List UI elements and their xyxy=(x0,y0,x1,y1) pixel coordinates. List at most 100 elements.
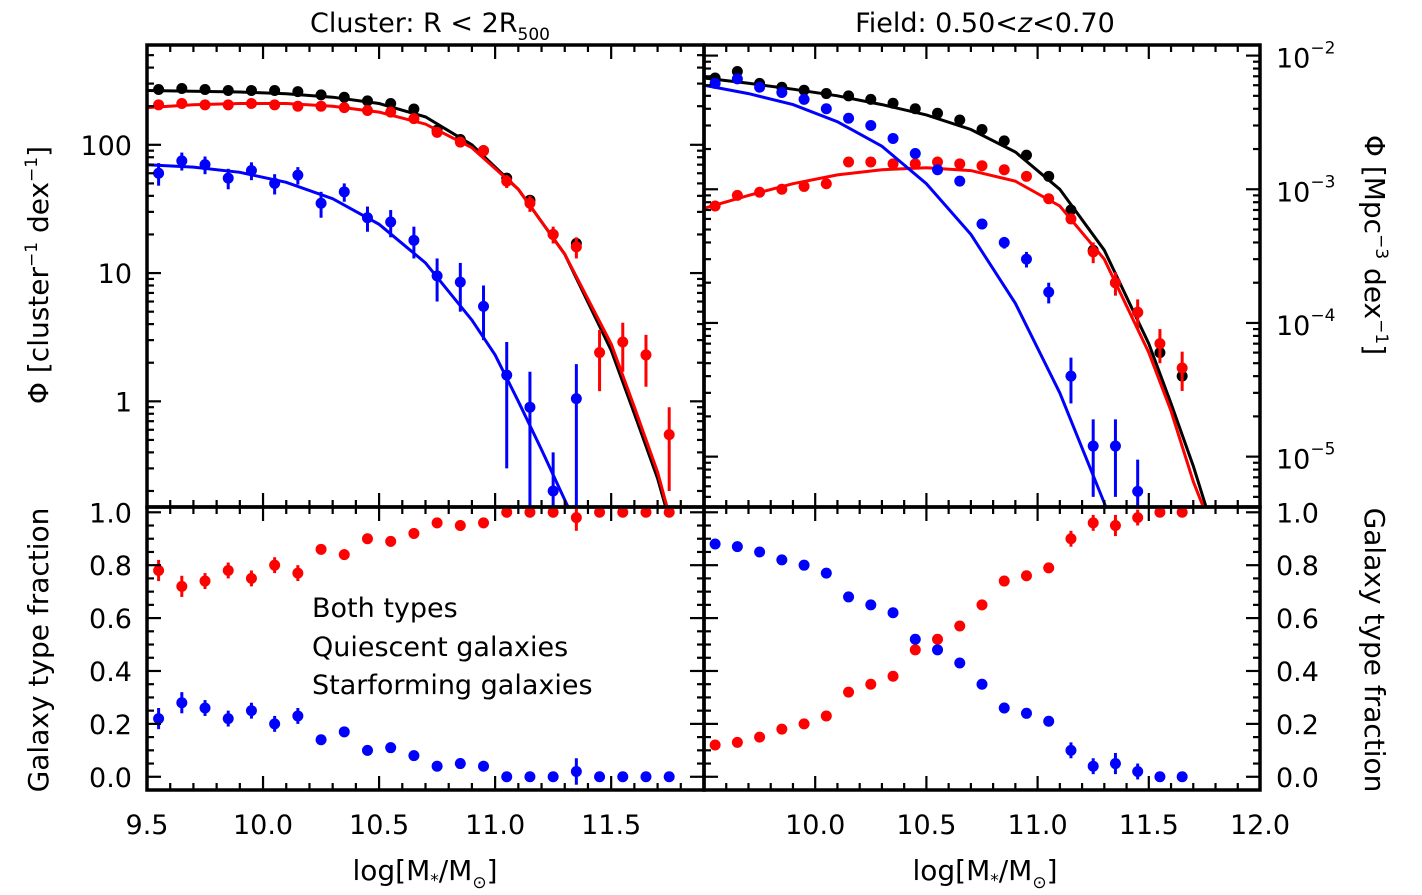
both-data-point xyxy=(222,85,234,97)
quiescent-data-point xyxy=(385,106,397,118)
cluster-fraction-marks xyxy=(153,507,675,785)
quiescent-data-point xyxy=(315,543,327,555)
quiescent-data-point xyxy=(524,197,536,209)
quiescent-data-point xyxy=(887,670,899,682)
both-data-point xyxy=(385,97,397,109)
both-data-point xyxy=(361,95,373,107)
quiescent-data-point xyxy=(153,99,165,111)
starforming-data-point xyxy=(909,148,921,160)
fraction-tick-label: 0.2 xyxy=(89,710,132,741)
both-data-point xyxy=(408,103,420,115)
quiescent-data-point xyxy=(385,535,397,547)
starforming-data-point xyxy=(385,742,397,754)
starforming-data-point xyxy=(754,546,766,558)
quiescent-data-point xyxy=(954,158,966,170)
starforming-data-point xyxy=(408,234,420,246)
fraction-tick-label: 0.4 xyxy=(1276,657,1319,688)
quiescent-data-point xyxy=(1087,246,1099,258)
both-data-point xyxy=(1043,170,1055,182)
quiescent-data-point xyxy=(1176,362,1188,374)
both-data-point xyxy=(199,83,211,95)
starforming-data-point xyxy=(887,607,899,619)
quiescent-data-point xyxy=(820,710,832,722)
quiescent-data-point xyxy=(1154,338,1166,350)
quiescent-data-point xyxy=(245,572,257,584)
both-data-point xyxy=(976,123,988,135)
starforming-data-point xyxy=(798,93,810,105)
starforming-data-point xyxy=(361,744,373,756)
quiescent-data-point xyxy=(222,99,234,111)
quiescent-data-point xyxy=(865,156,877,168)
starforming-data-point xyxy=(408,750,420,762)
starforming-data-point xyxy=(932,644,944,656)
quiescent-data-point xyxy=(570,241,582,253)
starforming-data-point xyxy=(1154,771,1166,783)
x-tick-label: 11.5 xyxy=(1119,810,1179,841)
starforming-data-point xyxy=(1132,765,1144,777)
field-fraction xyxy=(702,505,1262,792)
starforming-data-point xyxy=(1043,715,1055,727)
quiescent-data-point xyxy=(843,156,855,168)
quiescent-data-point xyxy=(640,349,652,361)
quiescent-data-point xyxy=(932,633,944,645)
starforming-data-point xyxy=(998,702,1010,714)
starforming-data-point xyxy=(478,300,490,312)
quiescent-data-point xyxy=(731,736,743,748)
quiescent-data-point xyxy=(269,559,281,571)
both-data-point xyxy=(798,84,810,96)
starforming-data-point xyxy=(843,591,855,603)
fraction-tick-label: 1.0 xyxy=(89,498,132,529)
starforming-data-point xyxy=(976,678,988,690)
starforming-data-point xyxy=(820,103,832,115)
quiescent-data-point xyxy=(1154,507,1166,518)
quiescent-data-point xyxy=(932,156,944,168)
quiescent-data-point xyxy=(909,644,921,656)
x-tick-label: 11.0 xyxy=(1008,810,1068,841)
quiescent-data-point xyxy=(1043,193,1055,205)
y-tick-label: 10−2 xyxy=(1276,39,1335,75)
quiescent-data-point xyxy=(617,507,629,518)
fraction-tick-label: 0.6 xyxy=(89,604,132,635)
y-tick-label: 10 xyxy=(98,259,132,290)
starforming-data-point xyxy=(709,538,721,550)
quiescent-data-point xyxy=(776,183,788,195)
fraction-tick-label: 0.8 xyxy=(89,551,132,582)
starforming-data-point xyxy=(887,132,899,144)
quiescent-data-point xyxy=(1087,517,1099,529)
starforming-data-point xyxy=(1065,370,1077,382)
quiescent-data-point xyxy=(570,512,582,524)
quiescent-data-point xyxy=(887,158,899,170)
starforming-data-point xyxy=(431,760,443,772)
starforming-data-point xyxy=(199,702,211,714)
quiescent-data-point xyxy=(843,686,855,698)
quiescent-data-point xyxy=(222,564,234,576)
starforming-data-point xyxy=(909,633,921,645)
starforming-data-point xyxy=(1043,286,1055,298)
starforming-data-point xyxy=(315,734,327,746)
starforming-data-point xyxy=(338,186,350,198)
starforming-data-point xyxy=(269,718,281,730)
quiescent-data-point xyxy=(431,126,443,138)
quiescent-data-point xyxy=(976,160,988,172)
starforming-data-point xyxy=(454,758,466,770)
left-fraction-axis-label: Galaxy type fraction xyxy=(22,508,55,793)
quiescent-data-point xyxy=(361,105,373,117)
both-data-point xyxy=(887,97,899,109)
starforming-data-point xyxy=(570,393,582,405)
quiescent-data-point xyxy=(199,99,211,111)
quiescent-data-point xyxy=(954,620,966,632)
quiescent-data-point xyxy=(754,731,766,743)
starforming-data-point xyxy=(1176,771,1188,783)
starforming-data-point xyxy=(245,165,257,177)
plot-area: 9.5 10.0 10.5 11.0 11.5 10.0 10.5 11.0 11.5 12.01… xyxy=(80,39,1335,841)
both-data-point xyxy=(998,135,1010,147)
cluster-mass-function-frame xyxy=(145,43,706,509)
quiescent-data-point xyxy=(547,507,559,518)
quiescent-data-point xyxy=(820,178,832,190)
quiescent-data-point xyxy=(865,678,877,690)
starforming-data-point xyxy=(954,657,966,669)
cluster-mass-function-marks xyxy=(147,82,675,507)
quiescent-data-point xyxy=(408,113,420,125)
quiescent-data-point xyxy=(361,533,373,545)
